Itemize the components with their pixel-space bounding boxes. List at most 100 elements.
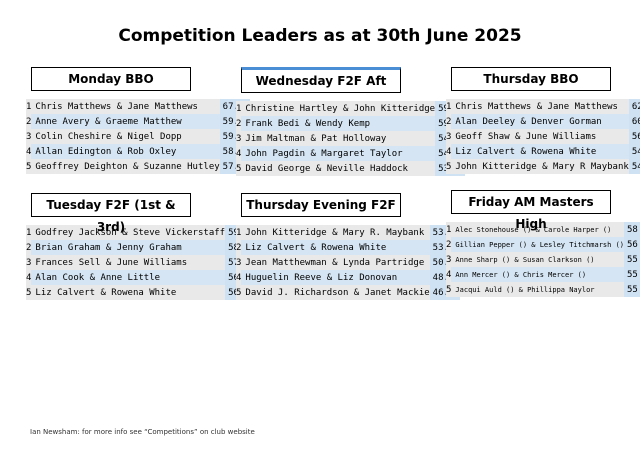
rank-cell: 3 <box>446 129 452 144</box>
pair-cell: David George & Neville Haddock <box>241 161 436 176</box>
score-cell: 55.59 <box>624 267 640 282</box>
score-cell: 56.82 <box>624 237 640 252</box>
pair-cell: Brian Graham & Jenny Graham <box>31 240 226 255</box>
pair-cell: Alan Deeley & Denver Gorman <box>451 114 629 129</box>
pair-cell: Huguelin Reeve & Liz Donovan <box>241 270 430 285</box>
pair-cell: John Pagdin & Margaret Taylor <box>241 146 436 161</box>
rank-cell: 1 <box>236 225 242 240</box>
rank-cell: 4 <box>236 146 242 161</box>
score-cell: 55.86 <box>624 252 640 267</box>
rank-cell: 5 <box>446 282 452 297</box>
score-cell: 55.12 <box>624 282 640 297</box>
rank-cell: 2 <box>446 237 452 252</box>
rank-cell: 5 <box>236 285 242 300</box>
panel-friday-am-masters: Friday AM Masters High 1 Alec Stonehouse … <box>446 190 640 297</box>
rank-cell: 1 <box>446 99 452 114</box>
leaders-table: 1 Alec Stonehouse () & Carole Harper () 58… <box>446 222 640 297</box>
panel-heading: Thursday BBO <box>451 67 611 91</box>
pair-cell: Jim Maltman & Pat Holloway <box>241 131 436 146</box>
score-cell: 56.25 <box>628 129 640 144</box>
footer-note: Ian Newsham: for more info see “Competit… <box>30 428 255 436</box>
pair-cell: Alan Cook & Anne Little <box>31 270 226 285</box>
rank-cell: 5 <box>26 159 32 174</box>
rank-cell: 4 <box>446 267 452 282</box>
panel-heading: Monday BBO <box>31 67 191 91</box>
rank-cell: 2 <box>236 240 242 255</box>
rank-cell: 4 <box>26 144 32 159</box>
rank-cell: 2 <box>446 114 452 129</box>
pair-cell: Allan Edington & Rob Oxley <box>31 144 220 159</box>
score-cell: 62.86 <box>628 99 640 114</box>
pair-cell: David J. Richardson & Janet Mackie <box>241 285 430 300</box>
table-row: 1 Alec Stonehouse () & Carole Harper () 58… <box>446 222 640 237</box>
rank-cell: 2 <box>236 116 242 131</box>
pair-cell: Christine Hartley & John Kitteridge <box>241 101 436 116</box>
pair-cell: Anne Avery & Graeme Matthew <box>31 114 220 129</box>
rank-cell: 3 <box>446 252 452 267</box>
score-cell: 54.14 <box>628 159 640 174</box>
pair-cell: Gillian Pepper () & Lesley Titchmarsh () <box>451 237 624 252</box>
score-cell: 60.21 <box>628 114 640 129</box>
page-title: Competition Leaders as at 30th June 2025 <box>118 26 522 46</box>
panel-heading: Thursday Evening F2F <box>241 193 401 217</box>
rank-cell: 3 <box>236 131 242 146</box>
pair-cell: Ann Mercer () & Chris Mercer () <box>451 267 624 282</box>
pair-cell: Alec Stonehouse () & Carole Harper () <box>451 222 624 237</box>
panel-heading: Friday AM Masters High <box>451 190 611 231</box>
pair-cell: Chris Matthews & Jane Matthews <box>31 99 220 114</box>
rank-cell: 4 <box>446 144 452 159</box>
pair-cell: Anne Sharp () & Susan Clarkson () <box>451 252 624 267</box>
pair-cell: Frances Sell & June Williams <box>31 255 226 270</box>
pair-cell: Liz Calvert & Rowena White <box>31 285 226 300</box>
rank-cell: 3 <box>26 255 32 270</box>
pair-cell: Frank Bedi & Wendy Kemp <box>241 116 436 131</box>
pair-cell: Jacqui Auld () & Phillippa Naylor <box>451 282 624 297</box>
panel-thursday-bbo: Thursday BBO 1 Chris Matthews & Jane Matt… <box>446 67 640 174</box>
pair-cell: Jean Matthewman & Lynda Partridge <box>241 255 430 270</box>
pair-cell: Chris Matthews & Jane Matthews <box>451 99 629 114</box>
rank-cell: 5 <box>26 285 32 300</box>
score-cell: 54.33 <box>628 144 640 159</box>
pair-cell: Geoffrey Deighton & Suzanne Hutley <box>31 159 220 174</box>
rank-cell: 1 <box>26 225 32 240</box>
panel-heading: Tuesday F2F (1st & 3rd) <box>31 193 191 234</box>
pair-cell: Liz Calvert & Rowena White <box>241 240 430 255</box>
pair-cell: John Kitteridge & Mary R. Maybank <box>241 225 430 240</box>
pair-cell: John Kitteridge & Mary R Maybank <box>451 159 629 174</box>
pair-cell: Godfrey Jackson & Steve Vickerstaff <box>31 225 226 240</box>
rank-cell: 3 <box>236 255 242 270</box>
panel-heading: Wednesday F2F Aft <box>241 67 401 93</box>
table-row: 2 Gillian Pepper () & Lesley Titchmarsh (… <box>446 237 640 252</box>
rank-cell: 1 <box>236 101 242 116</box>
rank-cell: 1 <box>446 222 452 237</box>
rank-cell: 3 <box>26 129 32 144</box>
rank-cell: 5 <box>236 161 242 176</box>
panel-wednesday-f2f-aft: Wednesday F2F Aft 1 Christine Hartley & J… <box>236 67 466 176</box>
panel-thursday-evening-f2f: Thursday Evening F2F 1 John Kitteridge & … <box>236 193 460 300</box>
